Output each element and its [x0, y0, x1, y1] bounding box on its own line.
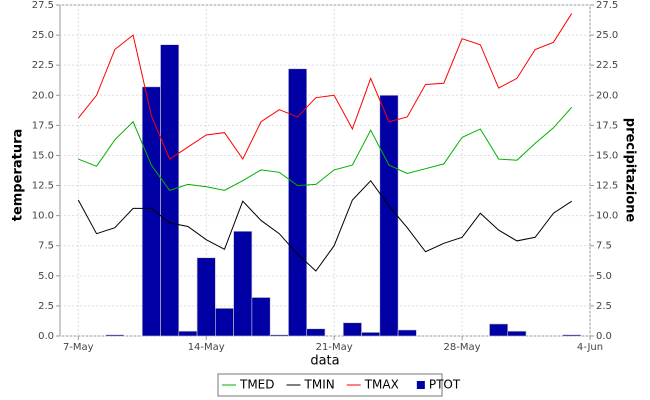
bar [342, 322, 362, 337]
bar [562, 334, 582, 337]
bar [269, 334, 289, 337]
y2-tick-label: 27.5 [596, 0, 618, 11]
y-tick-label: 5.0 [38, 271, 54, 282]
y-tick-label: 7.5 [38, 241, 54, 252]
y2-tick-label: 12.5 [596, 181, 618, 192]
plot-area [59, 4, 591, 337]
y2-tick-label: 17.5 [596, 120, 618, 131]
y-tick-label: 27.5 [32, 0, 54, 11]
legend-label: TMAX [364, 378, 399, 392]
line [77, 179, 572, 272]
y-tick-label: 25.0 [32, 30, 54, 41]
y2-tick-label: 22.5 [596, 60, 618, 71]
x-tick-label: 28-May [444, 342, 481, 353]
y2-tick-label: 2.5 [596, 301, 612, 312]
y2-tick-label: 15.0 [596, 150, 618, 161]
bar [288, 68, 308, 337]
bar [379, 94, 399, 337]
y-tick-label: 15.0 [32, 150, 54, 161]
y2-tick-label: 7.5 [596, 241, 612, 252]
line [77, 13, 573, 161]
x-tick-label: 4-Jun [577, 342, 603, 353]
legend-box [217, 373, 443, 397]
legend-label: PTOT [429, 378, 461, 392]
y-tick-label: 22.5 [32, 60, 54, 71]
y2-tick-label: 5.0 [596, 271, 612, 282]
y2-tick-label: 10.0 [596, 211, 618, 222]
y-tick-label: 0.0 [38, 331, 54, 342]
line [78, 106, 573, 191]
y-tick-label: 20.0 [32, 90, 54, 101]
legend-swatch [416, 381, 425, 389]
bar [489, 323, 509, 337]
legend-label: TMIN [304, 378, 335, 392]
bar [361, 332, 381, 337]
bar [507, 330, 527, 337]
bar [233, 230, 253, 337]
x-tick-label: 21-May [316, 342, 353, 353]
bar [215, 308, 234, 337]
x-tick-label: 7-May [63, 342, 94, 353]
bar [141, 86, 161, 337]
bar [196, 257, 216, 337]
y2-tick-label: 0.0 [596, 331, 612, 342]
bar [397, 329, 417, 337]
bar [306, 328, 326, 337]
bar [251, 297, 271, 337]
legend-label: TMED [239, 378, 275, 392]
bar [178, 330, 198, 337]
y-tick-label: 12.5 [32, 181, 54, 192]
y2-tick-label: 25.0 [596, 30, 618, 41]
y-axis-title: temperatura [11, 129, 26, 222]
bar [105, 334, 125, 337]
plot [60, 4, 591, 337]
y2-tick-label: 20.0 [596, 90, 618, 101]
y-tick-label: 10.0 [32, 211, 54, 222]
x-axis-title: data [310, 354, 339, 369]
y2-axis-title: precipitazione [623, 118, 638, 223]
y-tick-label: 17.5 [32, 120, 54, 131]
y-tick-label: 2.5 [38, 301, 54, 312]
x-tick-label: 14-May [188, 342, 225, 353]
